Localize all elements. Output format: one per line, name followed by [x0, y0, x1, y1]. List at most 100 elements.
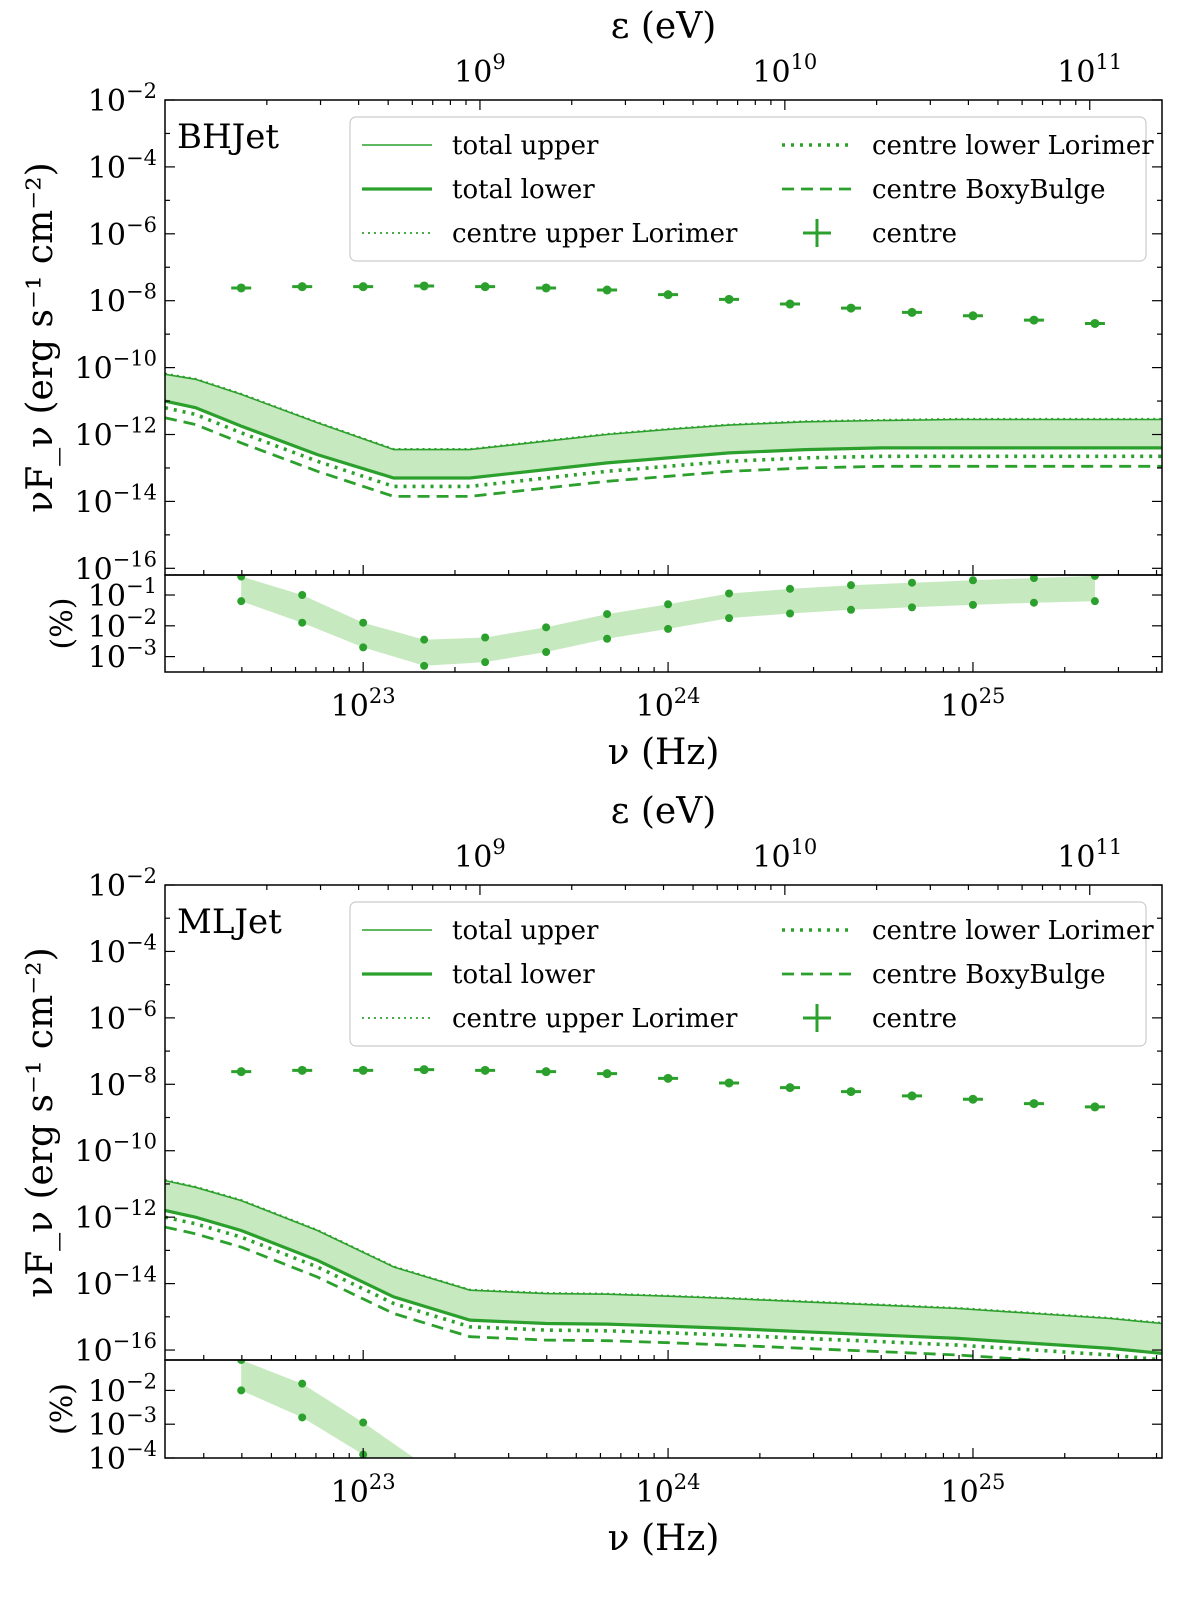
top-tick-label: 1010: [752, 50, 817, 90]
ratio-lower-point: [237, 597, 246, 606]
ratio-axes-frame: [164, 1359, 1163, 1459]
ratio-lower-point: [359, 643, 368, 652]
top-tick-label: 109: [454, 50, 506, 90]
ratio-y-tick-label: 10−3: [88, 1403, 157, 1443]
ratio-lower-point: [907, 603, 916, 612]
ratio-plot-area: [237, 1360, 428, 1469]
centre-point: [907, 307, 917, 317]
y-tick-label: 10−8: [88, 280, 157, 320]
ratio-upper-point: [968, 576, 977, 585]
ratio-upper-point: [786, 584, 795, 593]
ratio-upper-point: [481, 633, 490, 642]
ratio-y-tick-label: 10−3: [88, 636, 157, 676]
centre-point: [785, 1083, 795, 1093]
ratio-y-tick-label: 10−1: [88, 574, 157, 614]
ticks: [165, 99, 1162, 672]
x-axis-label: ν (Hz): [608, 1518, 720, 1559]
y-axis-label: νF_ν (erg s⁻¹ cm⁻²): [20, 162, 61, 512]
ratio-y-axis-label: (%): [45, 1383, 80, 1435]
x-tick-label: 1024: [636, 684, 701, 724]
ratio-upper-point: [847, 581, 856, 590]
top-tick-label: 109: [454, 835, 506, 875]
y-axis-label: νF_ν (erg s⁻¹ cm⁻²): [20, 947, 61, 1297]
ratio-lower-point: [237, 1386, 246, 1395]
ratio-plot-area: [237, 575, 1099, 670]
ratio-upper-point: [359, 1418, 368, 1427]
ratio-upper-point: [542, 623, 551, 632]
ratio-upper-point: [298, 591, 307, 600]
ratio-lower-point: [847, 605, 856, 614]
ratio-lower-point: [298, 618, 307, 627]
ratio-lower-point: [298, 1413, 307, 1422]
ratio-upper-point: [237, 575, 246, 581]
ratio-y-axis-label: (%): [45, 598, 80, 650]
y-tick-label: 10−12: [74, 414, 157, 454]
ratio-upper-point: [420, 1461, 428, 1469]
centre-point: [419, 281, 429, 291]
centre-point: [968, 311, 978, 321]
x-tick-label: 1025: [941, 684, 1006, 724]
series-centre-upper-lorimer: [165, 372, 1162, 450]
uncertainty-band: [165, 374, 1162, 478]
legend-label: centre: [872, 219, 957, 249]
legend: total upper total lower centre upper Lorim…: [349, 116, 1154, 262]
y-tick-label: 10−6: [88, 213, 157, 253]
top-tick-label: 1011: [1057, 50, 1122, 90]
centre-point: [602, 1069, 612, 1079]
x-tick-label: 1023: [331, 1470, 396, 1510]
legend-label: centre lower Lorimer: [872, 131, 1154, 161]
top-tick-label: 1010: [752, 835, 817, 875]
ticks: [165, 884, 1162, 1459]
centre-point: [236, 283, 246, 293]
y-tick-label: 10−2: [88, 79, 157, 119]
ratio-y-tick-label: 10−2: [88, 605, 157, 645]
top-tick-label: 1011: [1057, 835, 1122, 875]
ratio-lower-point: [725, 614, 734, 623]
ratio-lower-point: [1029, 598, 1038, 607]
centre-point: [663, 290, 673, 300]
ratio-lower-point: [968, 600, 977, 609]
ratio-upper-point: [664, 600, 673, 609]
x-tick-label: 1023: [331, 684, 396, 724]
series-total-lower: [165, 399, 1162, 480]
ratio-band: [241, 1360, 415, 1458]
ratio-lower-point: [786, 609, 795, 618]
centre-point: [297, 282, 307, 292]
centre-point: [480, 1065, 490, 1075]
main-plot-area: [165, 281, 1162, 498]
ratio-upper-point: [1029, 575, 1038, 583]
y-tick-label: 10−8: [88, 1063, 157, 1103]
centre-point: [1029, 1099, 1039, 1109]
y-tick-label: 10−16: [74, 1329, 157, 1369]
centre-point: [663, 1073, 673, 1083]
series-centre-boxybulge: [165, 1225, 1056, 1360]
top-axis-label: ε (eV): [611, 6, 717, 47]
y-tick-label: 10−4: [88, 930, 157, 970]
ratio-upper-point: [907, 578, 916, 587]
centre-point: [358, 1065, 368, 1075]
legend-label: total lower: [452, 175, 595, 205]
centre-point: [541, 1067, 551, 1077]
panel-label: MLJet: [177, 902, 282, 942]
top-axis-label: ε (eV): [611, 791, 717, 832]
legend-label: centre BoxyBulge: [872, 960, 1106, 990]
centre-point: [846, 1087, 856, 1097]
main-plot-area: [165, 1065, 1162, 1360]
ratio-lower-point: [542, 647, 551, 656]
panel-label: BHJet: [177, 117, 279, 157]
centre-point: [358, 282, 368, 292]
centre-point: [1090, 318, 1100, 328]
legend: total upper total lower centre upper Lorim…: [349, 901, 1154, 1047]
panel-bhjet: 1023 1024 1025 109 1010 1011 10−2 10−4 10−6 10−8 1…: [20, 6, 1163, 773]
legend-label: centre upper Lorimer: [452, 1004, 738, 1034]
centre-point: [480, 282, 490, 292]
ratio-upper-point: [725, 589, 734, 598]
x-axis-label: ν (Hz): [608, 732, 720, 773]
centre-point: [297, 1065, 307, 1075]
ratio-upper-point: [298, 1379, 307, 1388]
ratio-upper-point: [420, 635, 429, 644]
ratio-upper-point: [1090, 575, 1099, 580]
y-tick-label: 10−10: [74, 347, 157, 387]
centre-point: [236, 1067, 246, 1077]
series-centre-boxybulge: [165, 416, 1162, 498]
